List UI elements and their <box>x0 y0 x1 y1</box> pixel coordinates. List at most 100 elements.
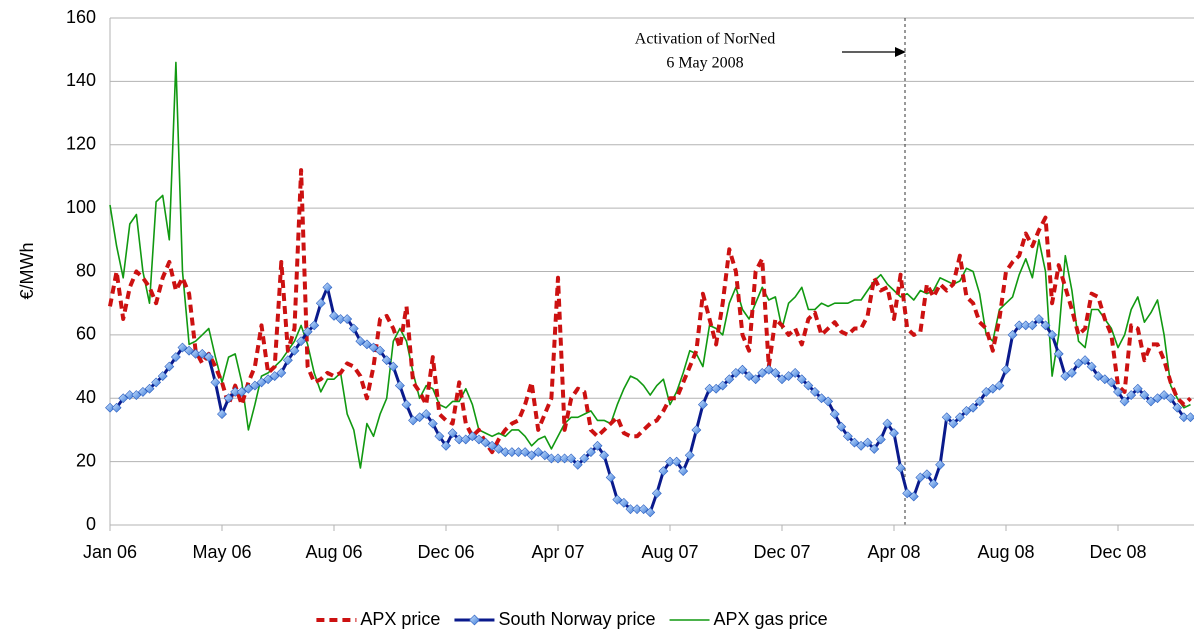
data-point <box>269 371 280 381</box>
y-tick-label: 100 <box>66 197 96 217</box>
data-point <box>790 367 801 378</box>
legend-label: South Norway price <box>498 609 655 629</box>
data-point <box>460 434 471 445</box>
data-point <box>612 494 623 505</box>
data-point <box>849 437 860 448</box>
data-point <box>730 367 741 378</box>
data-point <box>223 393 234 404</box>
data-point <box>941 412 952 423</box>
data-point <box>862 437 873 448</box>
data-point <box>368 342 379 353</box>
data-point <box>362 339 372 350</box>
data-point <box>645 507 656 518</box>
data-point <box>151 377 162 388</box>
x-tick-label: Aug 07 <box>641 542 698 562</box>
data-point <box>757 367 768 378</box>
data-point <box>829 409 840 420</box>
data-point <box>1086 361 1097 372</box>
data-point <box>533 447 544 458</box>
data-point <box>131 390 142 401</box>
data-point <box>665 456 675 467</box>
data-point <box>1152 393 1163 404</box>
x-tick-label: May 06 <box>192 542 251 562</box>
data-point <box>282 355 293 366</box>
data-point <box>434 431 445 442</box>
data-point <box>302 326 313 337</box>
data-point <box>1132 383 1143 394</box>
data-point <box>724 374 735 385</box>
data-point <box>651 488 662 499</box>
data-point <box>1066 367 1077 378</box>
data-point <box>243 383 254 394</box>
data-point <box>586 447 596 458</box>
data-point <box>506 447 517 458</box>
data-point <box>1106 377 1117 388</box>
data-point <box>144 383 155 394</box>
data-point <box>236 386 247 397</box>
data-point <box>441 440 451 451</box>
data-point <box>105 402 115 413</box>
data-point <box>632 504 642 515</box>
data-point <box>480 437 491 448</box>
data-point <box>684 450 695 461</box>
data-point <box>177 342 188 353</box>
data-point <box>638 504 649 515</box>
data-point <box>856 440 866 451</box>
data-point <box>750 374 761 385</box>
data-point <box>987 383 998 394</box>
data-point <box>381 355 392 366</box>
data-point <box>493 444 504 454</box>
data-point <box>1126 390 1137 401</box>
data-point <box>882 418 893 429</box>
data-point <box>315 298 326 309</box>
data-point <box>796 374 807 385</box>
data-point <box>197 348 208 359</box>
data-point <box>605 472 616 483</box>
data-point <box>1165 393 1176 404</box>
data-point <box>1014 320 1025 331</box>
data-point <box>803 380 814 391</box>
data-point <box>447 428 458 439</box>
data-point <box>744 371 754 381</box>
data-point <box>256 377 267 388</box>
x-tick-label: Dec 07 <box>753 542 810 562</box>
data-point <box>698 399 708 410</box>
data-point <box>592 440 603 451</box>
y-tick-label: 20 <box>76 450 96 470</box>
x-tick-label: Dec 08 <box>1089 542 1146 562</box>
data-point <box>902 488 913 499</box>
data-point <box>401 399 412 410</box>
data-point <box>922 469 932 480</box>
data-point <box>579 453 590 464</box>
data-point <box>474 434 484 445</box>
data-point <box>414 412 425 423</box>
data-point <box>599 450 610 461</box>
x-tick-label: Aug 06 <box>305 542 362 562</box>
y-tick-label: 60 <box>76 324 96 344</box>
data-point <box>961 406 972 416</box>
data-point <box>816 393 827 404</box>
data-point <box>342 314 353 324</box>
data-point <box>935 459 946 470</box>
data-point <box>184 345 194 356</box>
data-point <box>203 352 214 362</box>
data-point <box>388 361 399 372</box>
legend-symbol <box>454 614 495 626</box>
data-point <box>539 450 550 461</box>
data-point <box>763 364 774 375</box>
data-point <box>1040 320 1051 331</box>
annotation: 6 May 2008 <box>666 55 743 72</box>
annotation-arrowhead <box>895 47 906 57</box>
data-point <box>296 336 306 347</box>
data-point <box>190 348 201 359</box>
data-point <box>118 393 129 404</box>
data-point <box>810 386 820 397</box>
y-tick-label: 120 <box>66 134 96 154</box>
data-point <box>348 323 359 334</box>
y-tick-label: 160 <box>66 7 96 27</box>
data-point <box>230 386 241 397</box>
data-point <box>915 472 926 483</box>
data-point <box>737 364 748 375</box>
x-tick-label: Dec 06 <box>417 542 474 562</box>
data-point <box>526 450 537 461</box>
